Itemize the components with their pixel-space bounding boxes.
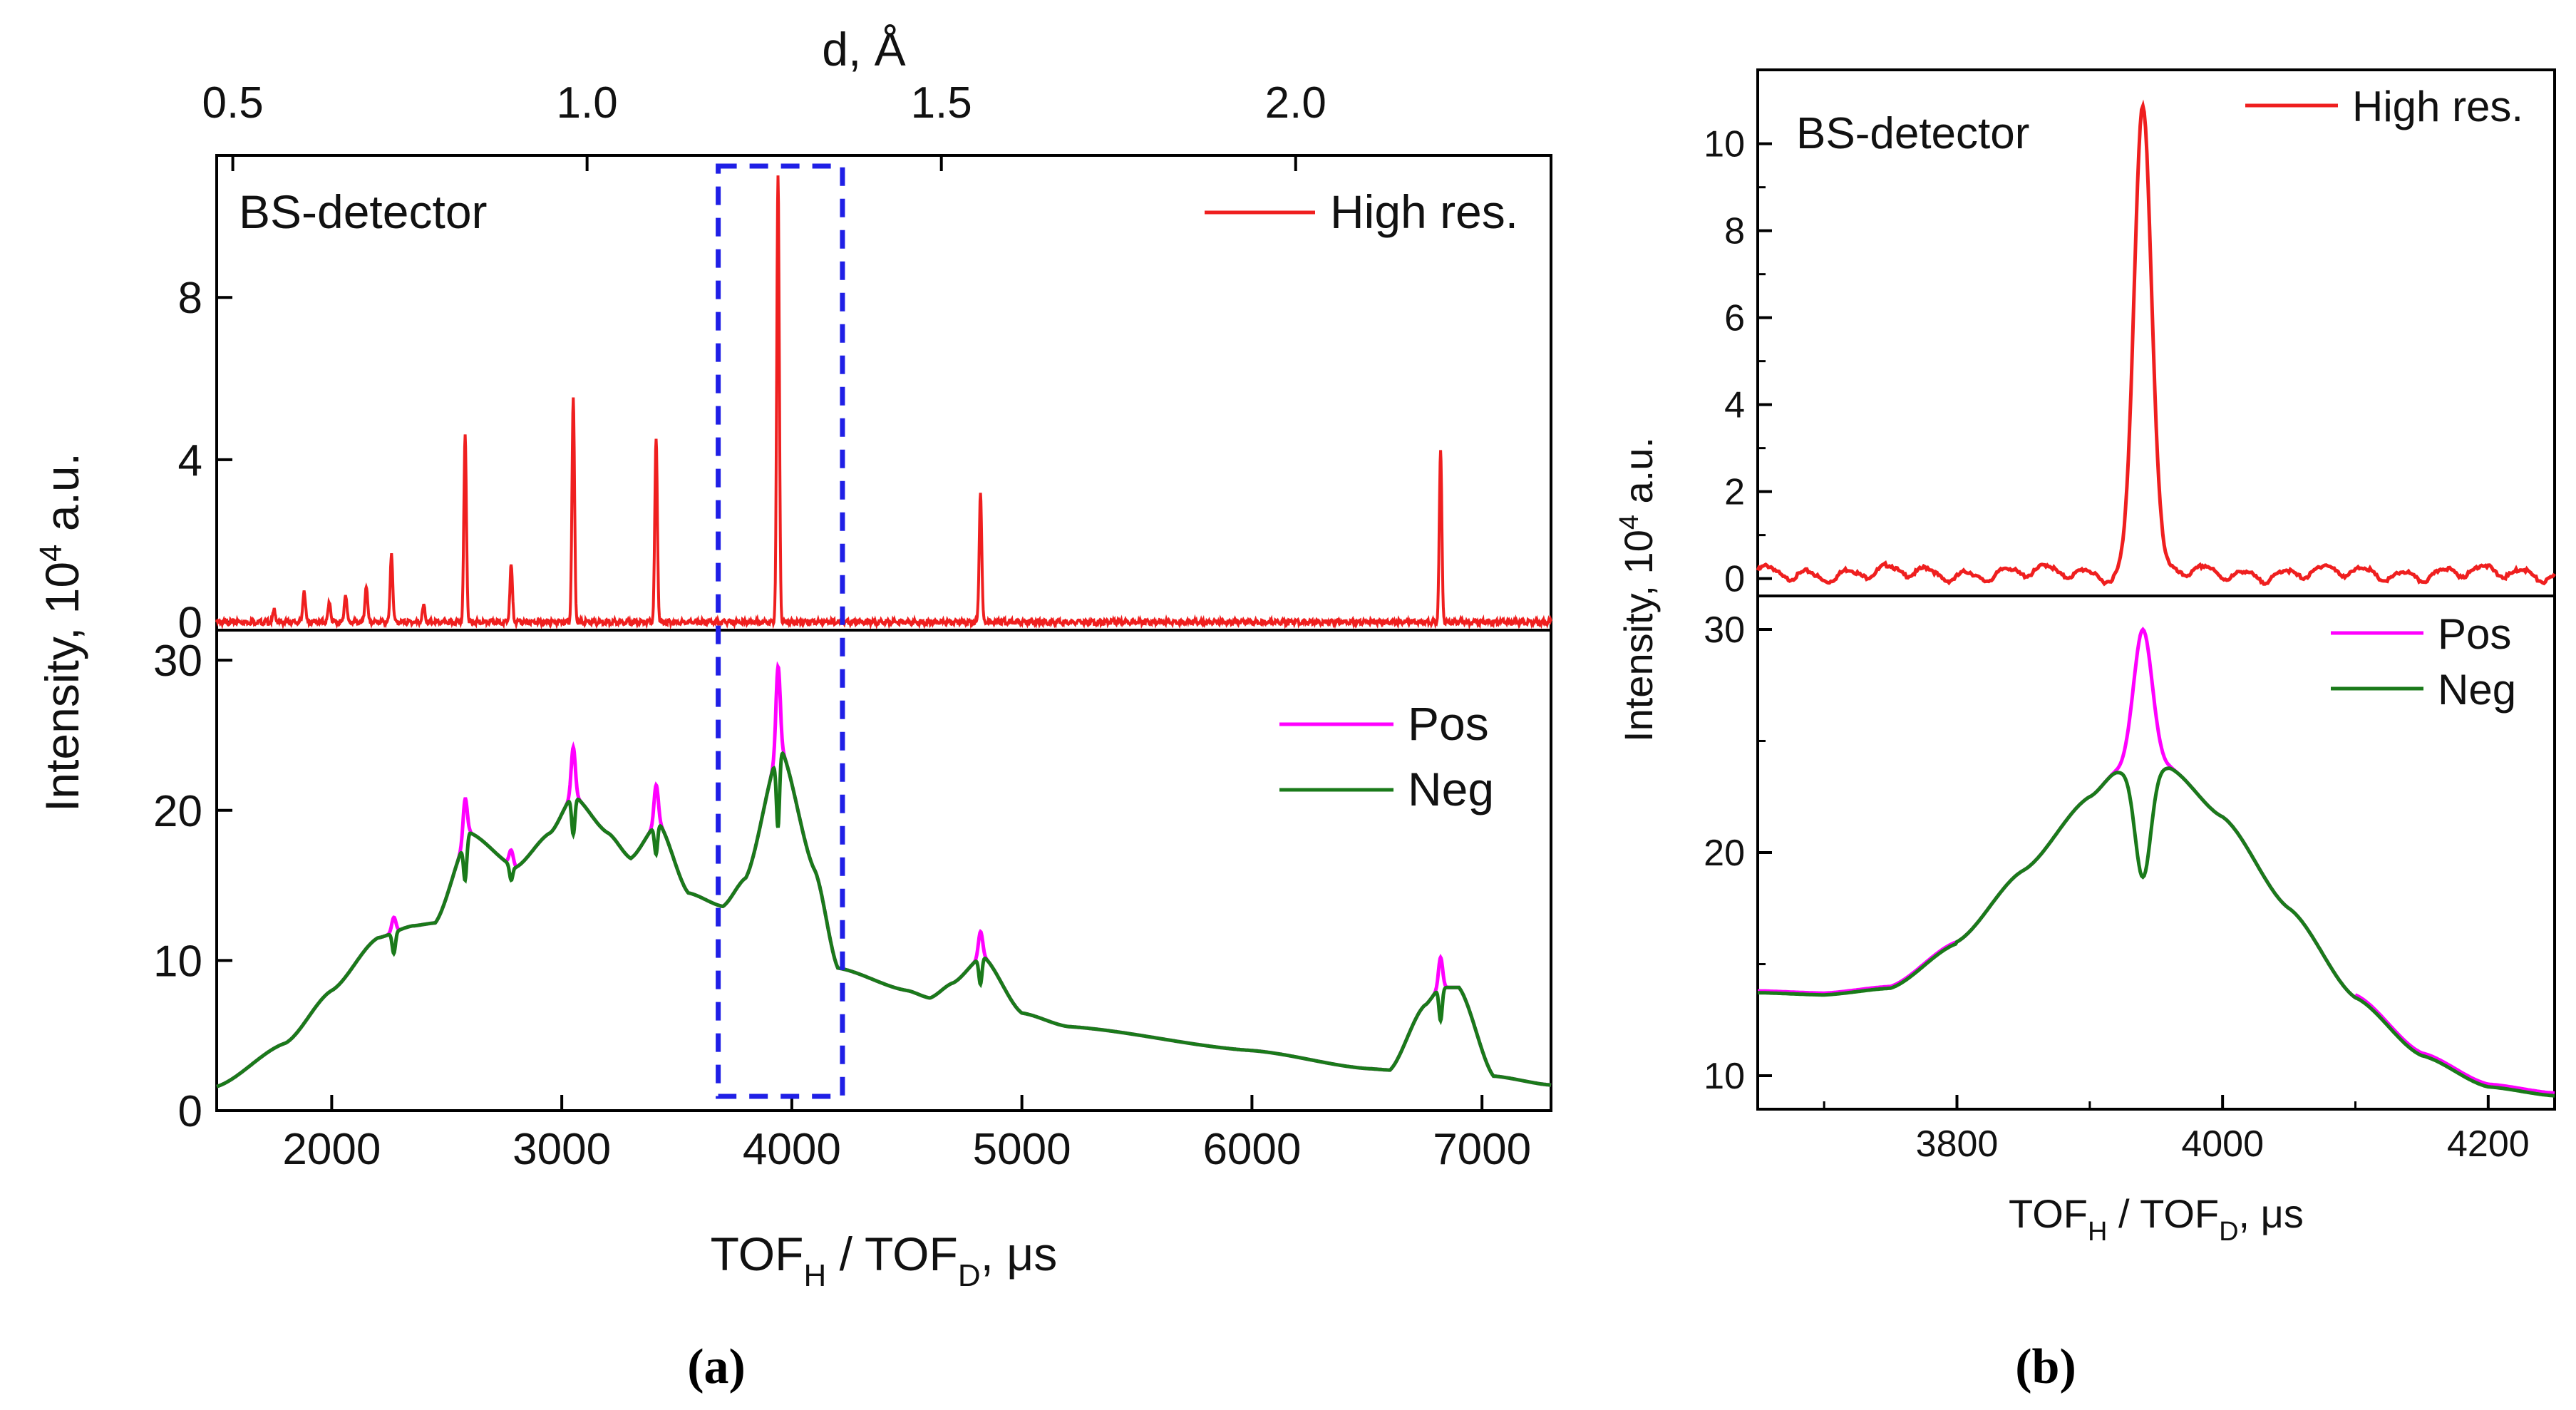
a-ylabel: Intensity, 104 a.u. — [34, 453, 88, 812]
b-ylabel-sup: 4 — [1614, 515, 1644, 530]
a-bottom-ytick-label: 0 — [178, 1087, 202, 1136]
a-xtick-label: 6000 — [1202, 1125, 1301, 1174]
a-top-ytick-label: 8 — [178, 274, 202, 323]
a-xtick-label: 2000 — [282, 1125, 381, 1174]
a-top-ytick-label: 0 — [178, 599, 202, 648]
b-caption: (b) — [2015, 1339, 2076, 1394]
a-bottom-ytick-label: 30 — [153, 637, 202, 686]
a-ylabel-main: Intensity, 10 — [36, 562, 88, 812]
b-xtick-label: 4000 — [2181, 1123, 2264, 1165]
a-xticks: 2000 3000 4000 5000 6000 7000 — [282, 1095, 1531, 1174]
b-bottom-ytick-label: 10 — [1704, 1056, 1745, 1097]
b-top-ytick-label: 8 — [1724, 211, 1745, 252]
a-bottom-ytick-label: 20 — [153, 787, 202, 836]
b-xtick-label: 3800 — [1916, 1123, 1999, 1165]
a-top-axis-label: d, Å — [822, 23, 905, 76]
b-ylabel-main: Intensity, 10 — [1616, 530, 1661, 742]
a-xlabel-unit: , μs — [981, 1228, 1058, 1280]
a-top-annotation: BS-detector — [239, 185, 488, 238]
a-bottom-legend: Pos Neg — [1279, 697, 1494, 815]
a-caption: (a) — [687, 1339, 746, 1394]
b-legend-label-pos: Pos — [2438, 610, 2511, 658]
b-bottom-ytick-label: 30 — [1704, 609, 1745, 651]
a-xtick-label: 4000 — [743, 1125, 841, 1174]
a-ylabel-unit: a.u. — [36, 453, 88, 544]
b-bottom-series-neg — [1758, 766, 2555, 1098]
b-ylabel-unit: a.u. — [1616, 437, 1661, 515]
b-bottom-legend: Pos Neg — [2331, 610, 2516, 714]
a-xlabel-sub-d: D — [958, 1258, 981, 1293]
a-xtick-label: 7000 — [1433, 1125, 1531, 1174]
a-xtick-label: 5000 — [973, 1125, 1071, 1174]
panel-a: d, Å 0.5 1.0 1.5 2.0 0 4 8 BS-detector High r… — [34, 23, 1552, 1394]
a-xtick-label: 3000 — [512, 1125, 611, 1174]
b-top-annotation: BS-detector — [1796, 109, 2029, 158]
b-xlabel-sep: / TOF — [2107, 1191, 2219, 1236]
a-xlabel: TOFH / TOFD, μs — [711, 1228, 1058, 1293]
b-xlabel-main: TOF — [2009, 1191, 2088, 1236]
b-xlabel-unit: , μs — [2239, 1191, 2304, 1236]
b-top-ytick-label: 10 — [1704, 124, 1745, 165]
b-top-yticks: 0 2 4 6 8 10 — [1704, 124, 1772, 600]
a-top-tick-label: 0.5 — [202, 78, 263, 128]
a-top-ticks: 0.5 1.0 1.5 2.0 — [202, 78, 1326, 171]
b-xlabel: TOFH / TOFD, μs — [2009, 1191, 2304, 1247]
a-xlabel-sep: / TOF — [826, 1228, 958, 1280]
b-top-ytick-label: 2 — [1724, 472, 1745, 513]
a-bottom-ytick-label: 10 — [153, 937, 202, 986]
a-top-series-high-res — [215, 175, 1552, 630]
a-top-yticks: 0 4 8 — [178, 274, 232, 648]
b-ylabel: Intensity, 104 a.u. — [1614, 437, 1661, 742]
a-top-legend-label-high-res: High res. — [1330, 185, 1518, 238]
b-top-ytick-label: 0 — [1724, 559, 1745, 600]
b-xlabel-sub-h: H — [2088, 1217, 2107, 1247]
b-top-series-high-res — [1756, 99, 2557, 587]
a-ylabel-sup: 4 — [34, 544, 68, 561]
a-top-legend: High res. — [1205, 185, 1518, 238]
a-xlabel-main: TOF — [711, 1228, 804, 1280]
b-xtick-label: 4200 — [2447, 1123, 2530, 1165]
b-bottom-ytick-label: 20 — [1704, 833, 1745, 874]
b-top-ytick-label: 4 — [1724, 385, 1745, 426]
b-xticks: 3800 4000 4200 — [1823, 1095, 2530, 1165]
a-legend-label-pos: Pos — [1408, 697, 1489, 750]
a-top-tick-label: 1.0 — [557, 78, 618, 128]
a-bottom-yticks: 0 10 20 30 — [153, 637, 232, 1136]
b-bottom-yticks: 10 20 30 — [1704, 609, 1772, 1097]
a-legend-label-neg: Neg — [1408, 763, 1494, 815]
b-top-ytick-label: 6 — [1724, 298, 1745, 339]
a-highlight-box — [716, 163, 845, 1099]
a-bottom-series-neg — [216, 751, 1552, 1089]
a-bottom-plot-frame — [215, 629, 1552, 1112]
a-top-tick-label: 1.5 — [911, 78, 972, 128]
b-top-legend-label-high-res: High res. — [2352, 83, 2523, 130]
b-legend-label-neg: Neg — [2438, 666, 2516, 714]
b-xlabel-sub-d: D — [2219, 1217, 2238, 1247]
a-top-ytick-label: 4 — [178, 436, 202, 485]
a-xlabel-sub-h: H — [803, 1258, 826, 1293]
b-top-legend: High res. — [2245, 83, 2523, 130]
a-top-tick-label: 2.0 — [1265, 78, 1326, 128]
panel-b: 0 2 4 6 8 10 BS-detector High res. 10 20 30 380… — [1614, 68, 2557, 1394]
